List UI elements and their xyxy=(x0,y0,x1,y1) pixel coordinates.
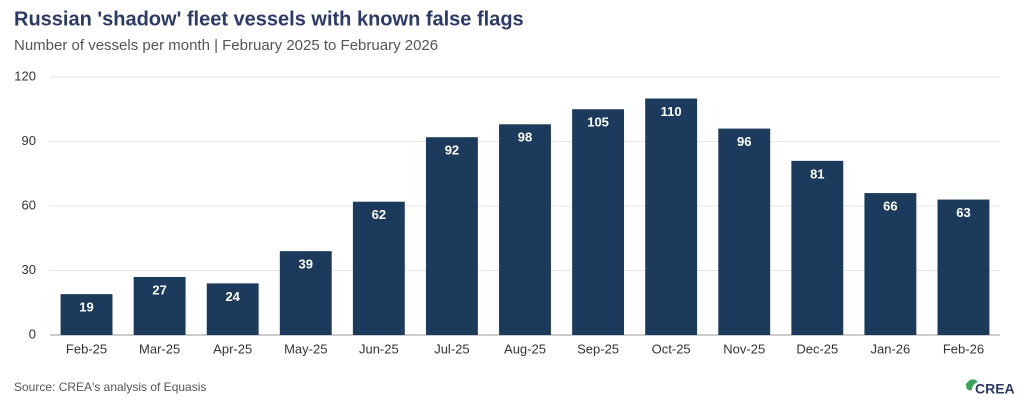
bar xyxy=(791,160,844,335)
x-tick-label: Dec-25 xyxy=(796,341,838,356)
x-tick-label: Jul-25 xyxy=(434,341,469,356)
x-tick-label: Sep-25 xyxy=(577,341,619,356)
source-note: Source: CREA's analysis of Equasis xyxy=(14,380,206,394)
x-tick-label: Aug-25 xyxy=(504,341,546,356)
x-tick-label: Oct-25 xyxy=(652,341,691,356)
logo-icon xyxy=(966,379,978,391)
x-tick-label: Feb-25 xyxy=(66,341,107,356)
logo: CREA xyxy=(966,379,1015,397)
data-label: 105 xyxy=(587,115,609,130)
data-label: 98 xyxy=(518,130,532,145)
y-tick-label: 0 xyxy=(29,326,36,341)
x-tick-label: Mar-25 xyxy=(139,341,180,356)
bar xyxy=(864,193,917,335)
y-tick-label: 90 xyxy=(22,133,36,148)
bar xyxy=(206,283,259,335)
x-tick-label: Nov-25 xyxy=(723,341,765,356)
y-tick-label: 30 xyxy=(22,262,36,277)
x-tick-label: May-25 xyxy=(284,341,327,356)
data-label: 63 xyxy=(956,205,970,220)
chart-subtitle: Number of vessels per month | February 2… xyxy=(14,37,438,54)
x-tick-label: Jan-26 xyxy=(871,341,911,356)
bar xyxy=(352,201,405,335)
logo-text: CREA xyxy=(975,381,1015,397)
data-label: 39 xyxy=(299,257,313,272)
bar xyxy=(499,124,551,335)
x-tick-label: Feb-26 xyxy=(943,341,984,356)
data-label: 27 xyxy=(152,282,166,297)
data-label: 66 xyxy=(883,199,897,214)
bar xyxy=(937,199,990,335)
data-label: 62 xyxy=(372,207,386,222)
bar xyxy=(60,294,113,335)
x-tick-label: Jun-25 xyxy=(359,341,399,356)
x-tick-label: Apr-25 xyxy=(213,341,252,356)
bar xyxy=(718,128,771,335)
bar xyxy=(572,109,625,335)
bar xyxy=(133,276,186,335)
y-tick-label: 60 xyxy=(22,197,36,212)
y-tick-label: 120 xyxy=(14,68,36,83)
data-label: 92 xyxy=(445,143,459,158)
bar xyxy=(645,98,698,335)
bar xyxy=(425,137,478,335)
data-label: 110 xyxy=(661,104,682,119)
data-label: 96 xyxy=(737,134,751,149)
bar xyxy=(279,251,332,335)
data-label: 19 xyxy=(79,300,93,315)
data-label: 81 xyxy=(810,166,824,181)
chart-title: Russian 'shadow' fleet vessels with know… xyxy=(14,8,524,30)
data-label: 24 xyxy=(225,289,240,304)
